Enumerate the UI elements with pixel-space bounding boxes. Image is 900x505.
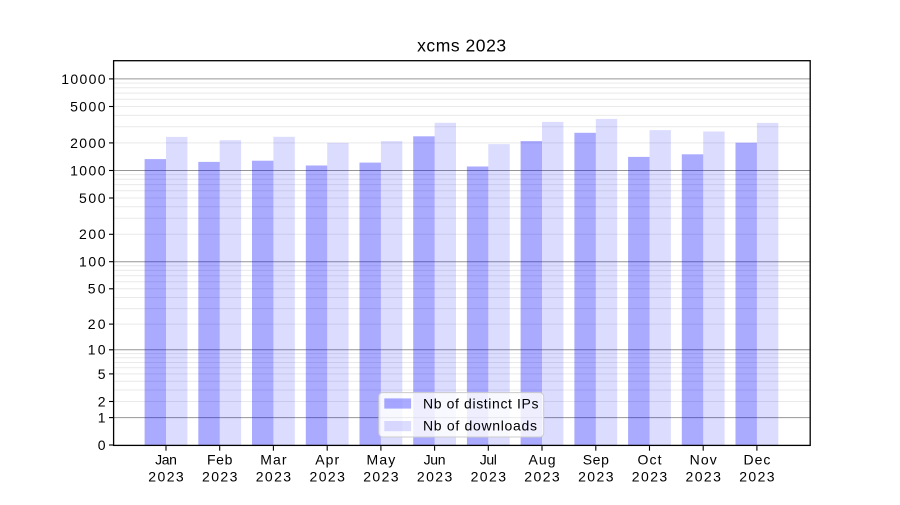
svg-text:Jun: Jun [424, 451, 446, 467]
svg-text:10000: 10000 [61, 71, 105, 87]
svg-text:2023: 2023 [148, 468, 184, 484]
svg-text:xcms 2023: xcms 2023 [417, 36, 506, 56]
svg-text:Nov: Nov [690, 451, 717, 467]
svg-text:2023: 2023 [471, 468, 507, 484]
svg-text:Oct: Oct [638, 451, 662, 467]
svg-text:Aug: Aug [528, 451, 555, 467]
svg-text:Jul: Jul [480, 451, 497, 467]
svg-text:500: 500 [79, 190, 106, 206]
svg-text:Jan: Jan [155, 451, 177, 467]
svg-text:2023: 2023 [417, 468, 453, 484]
svg-text:2023: 2023 [632, 468, 668, 484]
svg-text:Dec: Dec [743, 451, 770, 467]
svg-text:2023: 2023 [686, 468, 722, 484]
svg-text:1: 1 [98, 410, 106, 426]
svg-text:50: 50 [88, 281, 106, 297]
svg-text:2023: 2023 [524, 468, 560, 484]
svg-text:2000: 2000 [70, 135, 106, 151]
svg-text:2023: 2023 [363, 468, 399, 484]
svg-text:Sep: Sep [583, 451, 609, 467]
svg-text:20: 20 [88, 316, 106, 332]
svg-text:Mar: Mar [260, 451, 287, 467]
svg-text:2023: 2023 [256, 468, 292, 484]
svg-text:200: 200 [79, 226, 106, 242]
svg-text:1000: 1000 [70, 162, 106, 178]
svg-text:2023: 2023 [739, 468, 775, 484]
svg-text:Nb of downloads: Nb of downloads [423, 418, 537, 434]
svg-text:100: 100 [79, 254, 106, 270]
svg-text:Nb of distinct IPs: Nb of distinct IPs [423, 395, 539, 411]
svg-text:Feb: Feb [207, 451, 233, 467]
svg-text:2023: 2023 [310, 468, 346, 484]
svg-text:Apr: Apr [315, 451, 339, 467]
svg-text:2023: 2023 [202, 468, 238, 484]
svg-text:2023: 2023 [578, 468, 614, 484]
svg-text:10: 10 [88, 342, 106, 358]
svg-text:May: May [367, 451, 396, 467]
svg-text:2: 2 [98, 393, 106, 409]
svg-text:0: 0 [98, 437, 106, 453]
svg-text:5: 5 [98, 366, 106, 382]
svg-text:5000: 5000 [70, 98, 106, 114]
